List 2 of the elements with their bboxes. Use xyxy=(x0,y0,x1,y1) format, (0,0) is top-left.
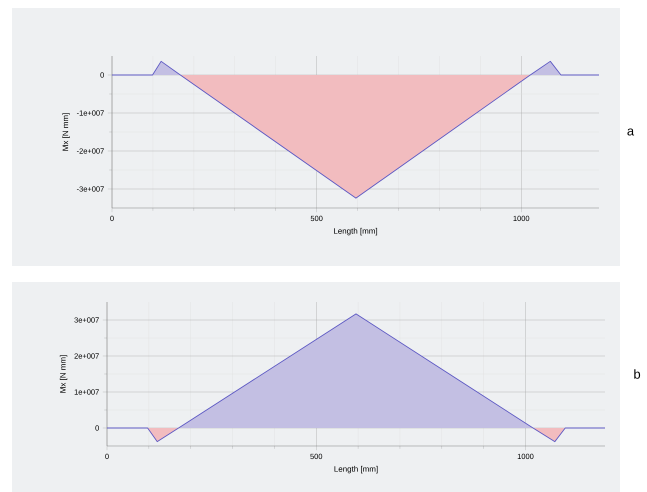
text: b xyxy=(634,369,640,379)
text: a xyxy=(627,128,634,136)
